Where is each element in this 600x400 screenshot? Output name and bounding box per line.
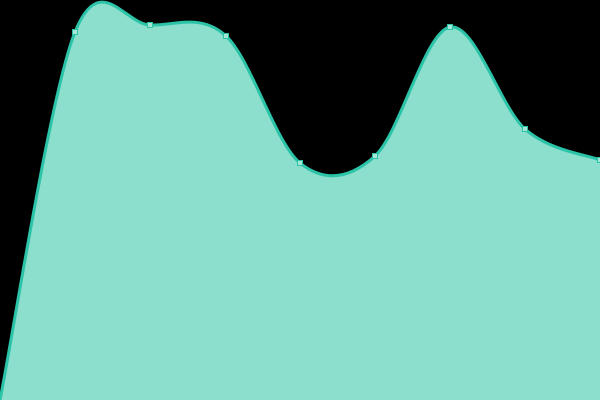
data-point-marker: [147, 22, 153, 28]
data-point-marker: [297, 160, 303, 166]
data-point-marker: [223, 33, 229, 39]
data-point-marker: [447, 24, 453, 30]
data-point-marker: [72, 29, 78, 35]
data-point-marker: [522, 126, 528, 132]
data-point-markers: [72, 22, 600, 166]
data-point-marker: [372, 153, 378, 159]
data-point-marker: [597, 157, 600, 163]
